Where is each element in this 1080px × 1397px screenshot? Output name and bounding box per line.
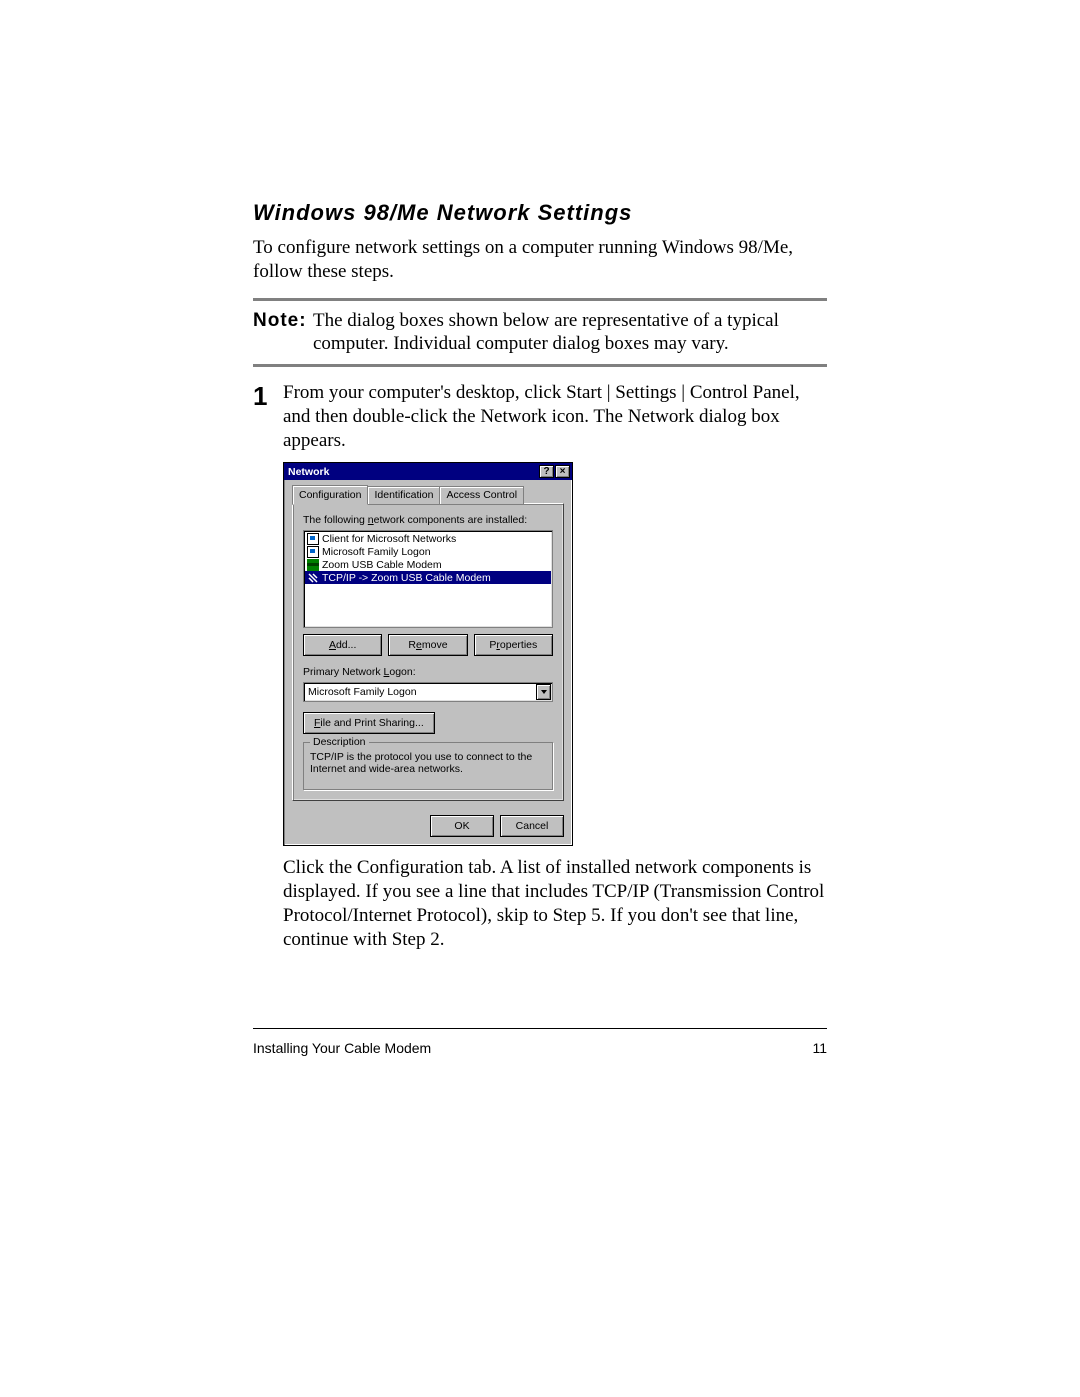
list-item[interactable]: Microsoft Family Logon	[305, 545, 551, 558]
pr-rest: operties	[500, 639, 537, 651]
step-text-a: From your computer's desktop, click	[283, 382, 566, 403]
footer-rule	[253, 1028, 827, 1029]
fps-rest: ile and Print Sharing...	[320, 717, 423, 729]
help-button[interactable]: ?	[539, 465, 554, 478]
properties-button[interactable]: Properties	[474, 634, 553, 656]
ok-button[interactable]: OK	[430, 815, 494, 837]
step-network-icon-name: Network	[480, 406, 546, 427]
client-icon	[307, 533, 319, 545]
tab-access-control[interactable]: Access Control	[439, 486, 524, 504]
remove-button[interactable]: Remove	[388, 634, 467, 656]
add-u: A	[329, 639, 336, 651]
adapter-icon	[307, 559, 319, 571]
list-item-label: Client for Microsoft Networks	[322, 533, 456, 545]
note-text: The dialog boxes shown below are represe…	[313, 309, 827, 357]
ad-d: TCP/IP	[592, 881, 648, 902]
add-button[interactable]: Add...	[303, 634, 382, 656]
step-dialog-name: Network	[628, 406, 694, 427]
step-1: 1 From your computer's desktop, click St…	[253, 381, 827, 452]
protocol-icon	[307, 572, 319, 584]
list-caption: The following network components are ins…	[303, 514, 553, 526]
tab-identification[interactable]: Identification	[367, 486, 440, 504]
logon-label: Primary Network Logon:	[303, 666, 553, 678]
list-item-label: TCP/IP -> Zoom USB Cable Modem	[322, 572, 491, 584]
step-menu-path: Start | Settings | Control Panel	[566, 382, 795, 403]
components-listbox[interactable]: Client for Microsoft Networks Microsoft …	[303, 530, 553, 628]
network-dialog: Network ? × Configuration Identification…	[283, 462, 573, 846]
step-text-e: icon. The	[547, 406, 628, 427]
after-dialog-text: Click the Configuration tab. A list of i…	[283, 856, 827, 951]
client-icon	[307, 546, 319, 558]
ad-a: Click the	[283, 857, 357, 878]
chevron-down-icon[interactable]	[536, 684, 551, 700]
cancel-button[interactable]: Cancel	[500, 815, 564, 837]
file-print-sharing-button[interactable]: File and Print Sharing...	[303, 712, 435, 734]
dialog-title: Network	[288, 466, 538, 478]
page-footer: Installing Your Cable Modem 11	[253, 1040, 827, 1056]
add-rest: dd...	[336, 639, 356, 651]
lc-a: The following	[303, 514, 368, 526]
primary-logon-combo[interactable]: Microsoft Family Logon	[303, 682, 553, 702]
description-text: TCP/IP is the protocol you use to connec…	[310, 751, 546, 775]
step-text: From your computer's desktop, click Star…	[283, 381, 827, 452]
description-label: Description	[310, 736, 369, 748]
combo-value: Microsoft Family Logon	[308, 686, 535, 698]
note-label: Note:	[253, 309, 313, 357]
intro-text: To configure network settings on a compu…	[253, 236, 827, 284]
lc-b: etwork components are installed:	[374, 514, 528, 526]
ll-b: ogon:	[389, 666, 415, 678]
list-item-label: Microsoft Family Logon	[322, 546, 431, 558]
rm-rest: move	[422, 639, 448, 651]
list-item[interactable]: Client for Microsoft Networks	[305, 532, 551, 545]
tab-page: The following network components are ins…	[292, 503, 564, 801]
step-number: 1	[253, 381, 283, 452]
dialog-titlebar: Network ? ×	[284, 463, 572, 480]
footer-page-number: 11	[812, 1040, 827, 1056]
section-heading: Windows 98/Me Network Settings	[253, 200, 827, 226]
list-item[interactable]: Zoom USB Cable Modem	[305, 558, 551, 571]
rm-pre: R	[408, 639, 416, 651]
ad-b: Configuration	[357, 857, 464, 878]
description-group: Description TCP/IP is the protocol you u…	[303, 742, 553, 790]
note-box: Note: The dialog boxes shown below are r…	[253, 298, 827, 368]
tab-strip: Configuration Identification Access Cont…	[292, 484, 564, 504]
ll-a: Primary Network	[303, 666, 384, 678]
close-button[interactable]: ×	[555, 465, 570, 478]
footer-title: Installing Your Cable Modem	[253, 1040, 812, 1056]
tab-configuration[interactable]: Configuration	[292, 485, 368, 505]
list-item-label: Zoom USB Cable Modem	[322, 559, 442, 571]
list-item-selected[interactable]: TCP/IP -> Zoom USB Cable Modem	[305, 571, 551, 584]
